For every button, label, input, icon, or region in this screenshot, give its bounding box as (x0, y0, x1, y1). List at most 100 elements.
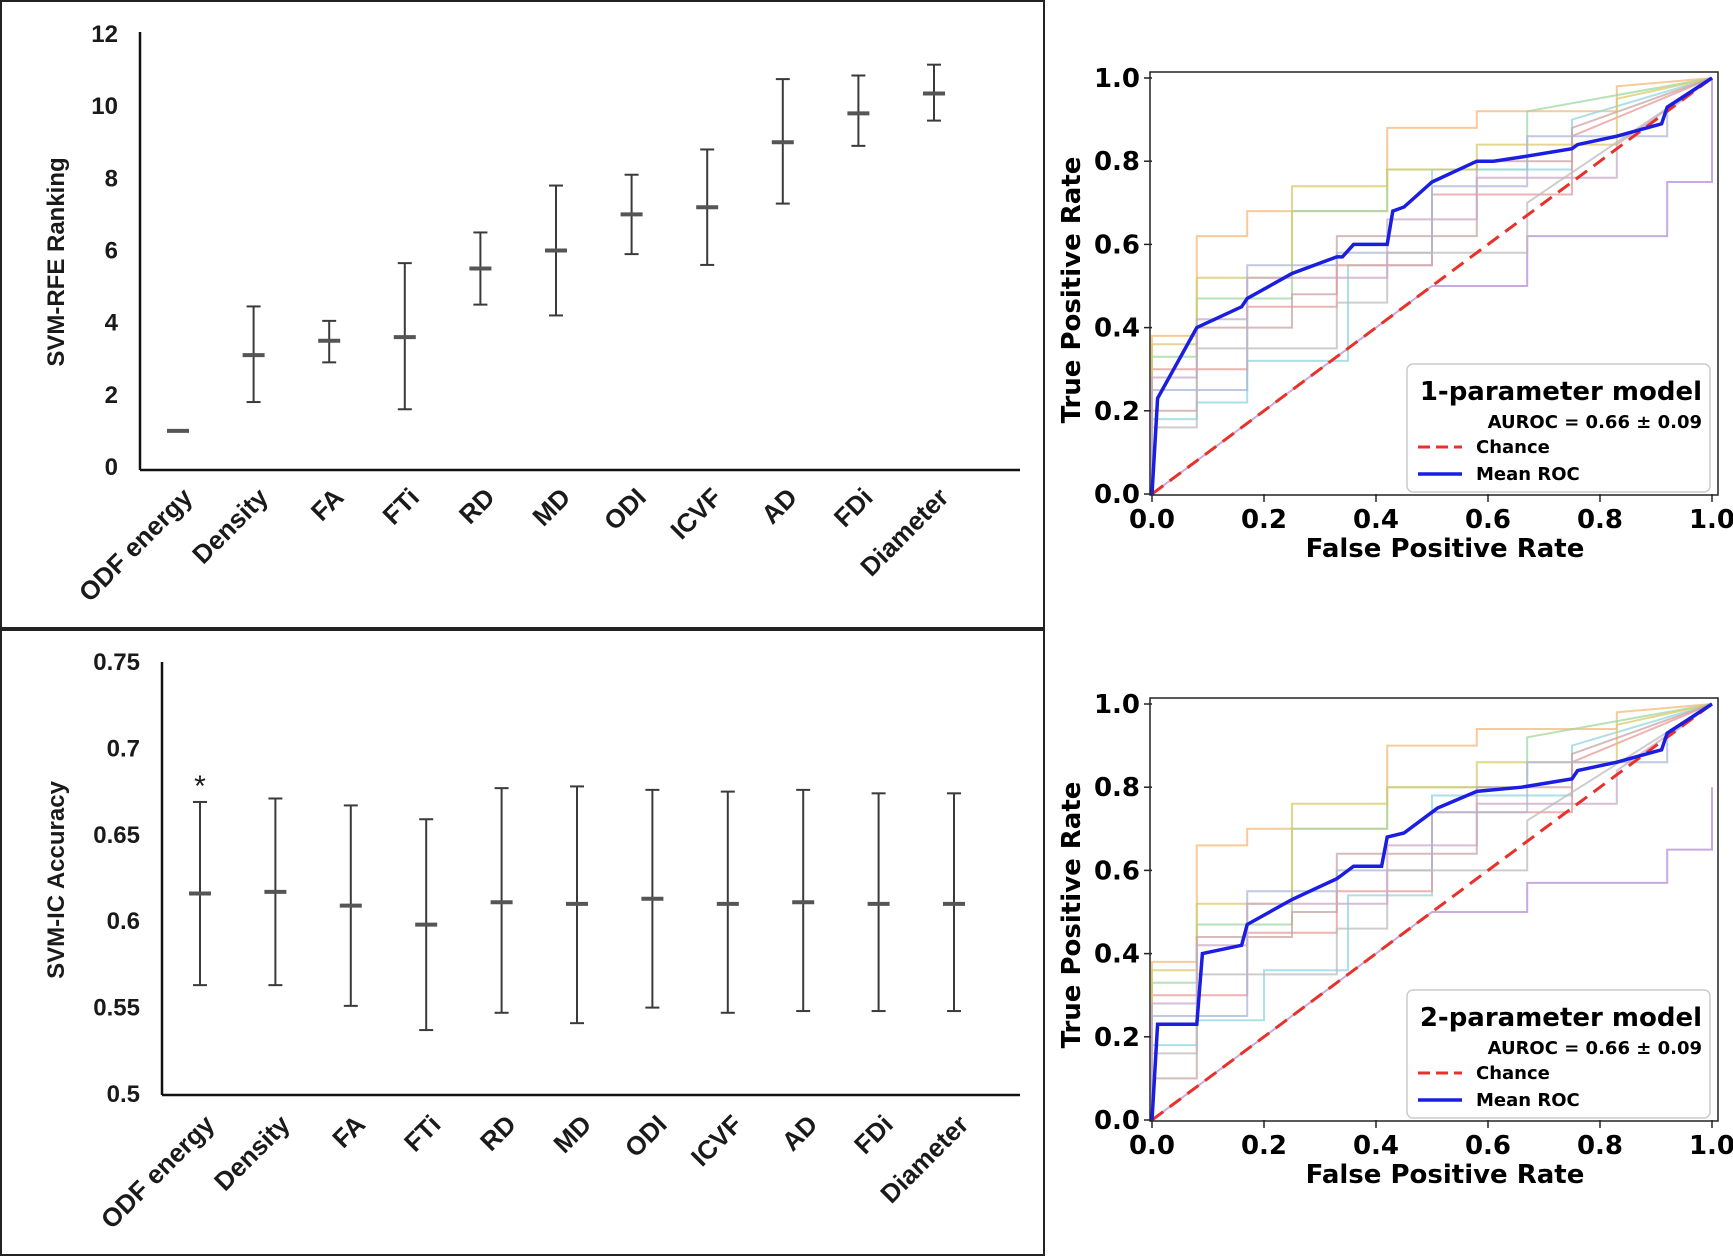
legend: 1-parameter model AUROC = 0.66 ± 0.09 Ch… (1406, 363, 1711, 493)
y-axis-title: SVM-RFE Ranking (43, 157, 70, 366)
plot-frame (1149, 71, 1719, 496)
legend-chance-label: Chance (1476, 1063, 1550, 1084)
error-bar (696, 148, 719, 266)
chance-line (1151, 76, 1713, 496)
y-tick-label: 0.8 (1094, 147, 1140, 177)
legend: AUROC = 0.66 ± 0.09 2-parameter model Ch… (1406, 989, 1711, 1119)
error-bar (867, 792, 890, 1013)
roc-panel-1: True Positive Rate False Positive Rate 0… (1057, 64, 1733, 564)
error-bar (620, 173, 643, 256)
y-tick-label: 0.4 (1094, 314, 1140, 344)
axis-ticks: 0.00.0 0.2 0.2 0.4 0.4 0.6 0.6 0.8 0.8 1.0 1.0 (1094, 64, 1733, 535)
y-axis-title: SVM-IC Accuracy (43, 780, 70, 979)
y-tick-label: 8 (105, 165, 118, 192)
y-axis-title: True Positive Rate (1057, 782, 1087, 1049)
error-bar (242, 305, 265, 404)
legend-box (1406, 363, 1711, 493)
error-bar (415, 818, 438, 1032)
error-bar (847, 74, 870, 147)
error-bar (545, 184, 567, 317)
y-tick-label: 0.0 (1094, 480, 1140, 510)
y-tick-label: 0.2 (1094, 397, 1140, 427)
fold-roc-curve (1151, 78, 1713, 495)
y-tick-label: 0.0 (1094, 1106, 1140, 1136)
y-tick-label: 0.7 (107, 735, 140, 762)
plot-frame (1149, 697, 1719, 1122)
error-bar (393, 262, 416, 411)
legend-title: 1-parameter model (1420, 377, 1702, 407)
error-bar (339, 804, 362, 1007)
y-tick-label: 0.8 (1094, 773, 1140, 803)
error-bars (167, 63, 945, 433)
x-tick-label: 0.4 (1353, 1131, 1399, 1161)
y-tick-label: 0.5 (107, 1081, 140, 1108)
panel-frame (0, 629, 1045, 1256)
error-bars (189, 785, 965, 1032)
fold-roc-curve (1151, 77, 1713, 494)
x-tick-label: 0.0 (1129, 1131, 1175, 1161)
y-tick-label: 0.4 (1094, 940, 1140, 970)
legend-mean-label: Mean ROC (1476, 1090, 1580, 1111)
y-ticks: 0 2 4 6 8 10 12 (91, 21, 118, 481)
y-tick-label: 0.6 (1094, 856, 1140, 886)
error-bar (566, 785, 588, 1025)
axis-ticks: 0.00.0 0.2 0.2 0.4 0.4 0.6 0.6 0.8 0.8 1.0 1.0 (1094, 690, 1733, 1161)
error-bar (923, 63, 945, 122)
fold-roc-curves (1151, 703, 1713, 1121)
y-tick-label: 0.55 (93, 995, 140, 1022)
fold-roc-curve (1151, 703, 1713, 1120)
x-tick-label: 0.8 (1577, 1131, 1623, 1161)
legend-chance-label: Chance (1476, 437, 1550, 458)
fold-roc-curve (1151, 787, 1713, 1121)
fold-roc-curve (1151, 703, 1713, 1120)
y-ticks: 0.5 0.55 0.6 0.65 0.7 0.75 (93, 649, 140, 1108)
x-tick-label: 0.4 (1353, 505, 1399, 535)
x-tick-label: 0.8 (1577, 505, 1623, 535)
legend-auroc: AUROC = 0.66 ± 0.09 (1488, 1038, 1702, 1059)
legend-box (1406, 989, 1711, 1119)
legend-mean-label: Mean ROC (1476, 464, 1580, 485)
error-bar (641, 788, 664, 1009)
legend-title: 2-parameter model (1420, 1003, 1702, 1033)
error-bar (943, 792, 965, 1013)
x-tick-label: 0.6 (1465, 1131, 1511, 1161)
y-tick-label: 0 (105, 454, 118, 481)
x-tick-label: 0.6 (1465, 505, 1511, 535)
x-tick-label: 0.0 (1129, 505, 1175, 535)
x-tick-label: 0.2 (1241, 505, 1287, 535)
x-tick-label: 0.2 (1241, 1131, 1287, 1161)
roc-panel-2: True Positive Rate False Positive Rate 0… (1057, 690, 1733, 1190)
chance-line (1151, 702, 1713, 1122)
y-tick-label: 2 (105, 382, 118, 409)
error-bar (792, 788, 815, 1013)
y-tick-label: 0.65 (93, 822, 140, 849)
legend-auroc: AUROC = 0.66 ± 0.09 (1488, 412, 1702, 433)
y-tick-label: 0.75 (93, 649, 140, 676)
error-bar (716, 790, 739, 1014)
x-tick-label: 1.0 (1689, 1131, 1733, 1161)
y-tick-label: 12 (91, 21, 118, 48)
y-tick-label: 1.0 (1094, 64, 1140, 94)
x-axis-title: False Positive Rate (1306, 534, 1585, 564)
mean-roc-curve (1150, 76, 1713, 495)
x-tick-label: 1.0 (1689, 505, 1733, 535)
significance-star: * (194, 770, 206, 803)
y-tick-label: 4 (105, 310, 119, 337)
y-tick-label: 10 (91, 93, 118, 120)
panel-frame (0, 0, 1045, 629)
y-tick-label: 6 (105, 238, 118, 265)
error-bar (264, 797, 287, 987)
mean-roc-curve (1150, 702, 1713, 1121)
error-bar (318, 319, 341, 364)
error-bar (189, 800, 211, 987)
error-bar (469, 231, 492, 306)
y-tick-label: 0.6 (107, 908, 140, 935)
y-tick-label: 0.2 (1094, 1023, 1140, 1053)
x-axis-title: False Positive Rate (1306, 1160, 1585, 1190)
y-tick-label: 0.6 (1094, 230, 1140, 260)
y-axis-title: True Positive Rate (1057, 157, 1087, 424)
error-bar (490, 787, 513, 1014)
fold-roc-curve (1151, 77, 1713, 494)
error-bar (771, 78, 794, 205)
